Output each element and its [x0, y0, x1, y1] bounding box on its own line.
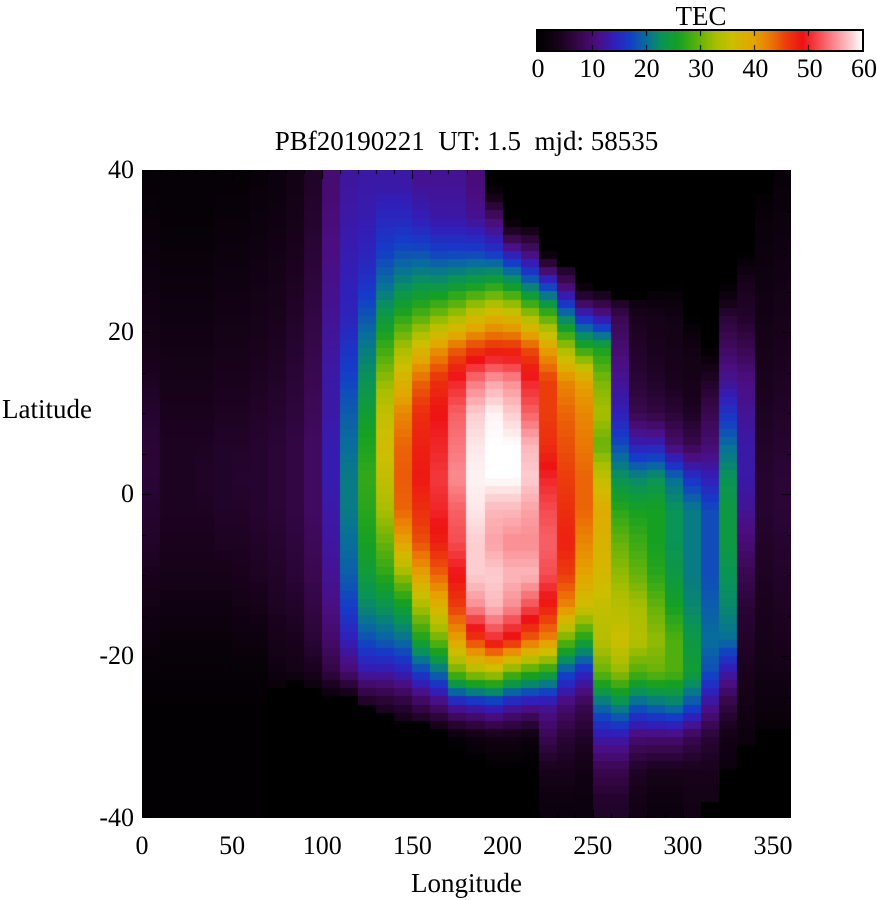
- colorbar-tick-labels: 0 10 20 30 40 50 60: [532, 54, 877, 84]
- colorbar-tick-label: 40: [742, 54, 769, 83]
- tec-heatmap: [142, 170, 791, 818]
- y-axis-label: Latitude: [2, 394, 92, 424]
- colorbar-tick-label: 0: [531, 54, 545, 83]
- y-tick-label: -40: [99, 803, 134, 832]
- y-tick-label: 0: [121, 479, 134, 508]
- colorbar-tick-label: 30: [688, 54, 714, 83]
- colorbar-gradient-canvas: [536, 29, 864, 52]
- x-tick-label: 0: [135, 831, 149, 860]
- x-tick-label: 350: [753, 831, 793, 860]
- colorbar-title: TEC: [675, 1, 727, 31]
- y-axis-tick-labels: 40 20 0 -20 -40: [50, 0, 134, 900]
- x-tick-label: 100: [302, 831, 342, 860]
- x-tick-label: 50: [219, 831, 246, 860]
- x-axis-tick-labels: 0 50 100 150 200 250 300 350: [0, 831, 877, 865]
- colorbar-tick-label: 10: [579, 54, 606, 83]
- colorbar-tick-label: 50: [796, 54, 823, 83]
- y-tick-label: 40: [108, 155, 134, 184]
- x-tick-label: 200: [483, 831, 523, 860]
- plot-title: PBf20190221 UT: 1.5 mjd: 58535: [274, 126, 659, 156]
- tec-heatmap-canvas: [142, 170, 791, 818]
- x-tick-label: 250: [573, 831, 613, 860]
- colorbar: [536, 29, 864, 52]
- colorbar-tick-label: 60: [851, 54, 877, 83]
- colorbar-tick-label: 20: [633, 54, 660, 83]
- x-tick-label: 300: [663, 831, 703, 860]
- y-tick-label: 20: [108, 317, 134, 346]
- x-tick-label: 150: [392, 831, 432, 860]
- x-axis-label: Longitude: [411, 868, 522, 898]
- y-tick-label: -20: [99, 641, 134, 670]
